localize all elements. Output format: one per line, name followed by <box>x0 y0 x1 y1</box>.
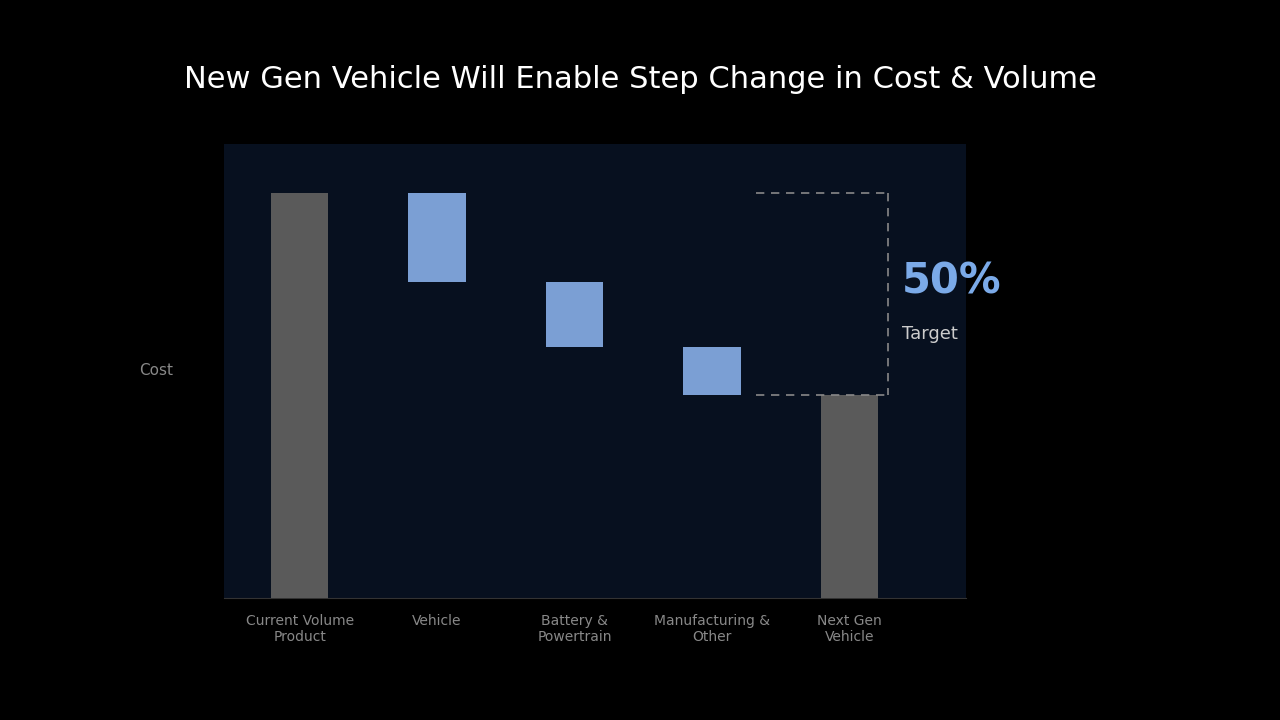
Bar <box>271 192 329 598</box>
Text: New Gen Vehicle Will Enable Step Change in Cost & Volume: New Gen Vehicle Will Enable Step Change … <box>183 65 1097 94</box>
Text: Target: Target <box>902 325 957 343</box>
Text: Cost: Cost <box>138 364 173 378</box>
Bar <box>545 282 603 346</box>
Bar <box>408 192 466 282</box>
Text: 50%: 50% <box>902 261 1001 302</box>
Bar <box>820 395 878 598</box>
Bar <box>684 346 741 395</box>
